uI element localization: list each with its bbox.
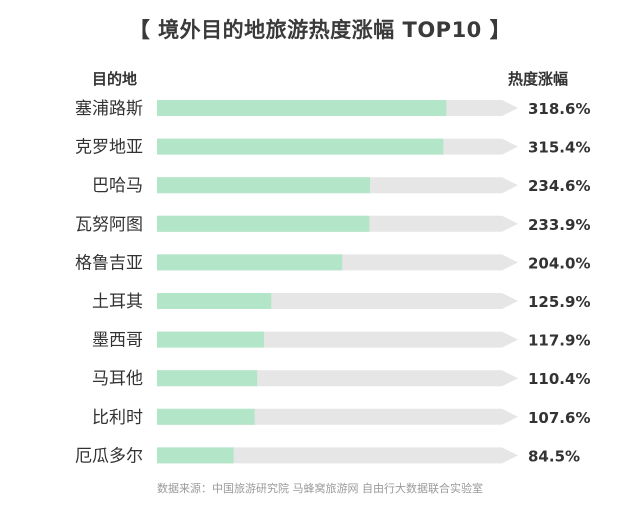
bar-7: [157, 370, 258, 387]
bar-2: [157, 177, 370, 194]
value-label: 318.6%: [528, 100, 590, 118]
bar-3: [157, 215, 370, 232]
value-label: 204.0%: [528, 254, 590, 272]
value-label: 107.6%: [528, 409, 590, 427]
category-label: 土耳其: [92, 292, 143, 312]
value-label: 234.6%: [528, 177, 590, 195]
value-label: 84.5%: [528, 447, 580, 465]
bar-8: [157, 408, 255, 425]
category-label: 塞浦路斯: [75, 99, 143, 119]
bar-0: [157, 100, 447, 116]
bar-6: [157, 331, 264, 348]
category-label: 巴哈马: [92, 176, 143, 196]
value-label: 233.9%: [528, 216, 590, 234]
category-label: 瓦努阿图: [75, 215, 143, 235]
category-label: 克罗地亚: [75, 138, 143, 158]
category-label: 马耳他: [92, 369, 143, 389]
bar-5: [157, 293, 272, 309]
bar-track: [157, 447, 518, 464]
category-label: 比利时: [92, 408, 143, 428]
category-label: 格鲁吉亚: [75, 253, 143, 273]
value-label: 315.4%: [528, 139, 590, 157]
category-label: 墨西哥: [92, 331, 143, 351]
data-source-note: 数据来源：中国旅游研究院 马蜂窝旅游网 自由行大数据联合实验室: [157, 482, 483, 495]
growth-column-header: 热度涨幅: [508, 70, 569, 88]
destination-column-header: 目的地: [92, 70, 138, 88]
value-label: 110.4%: [528, 370, 590, 388]
bar-1: [157, 138, 444, 155]
bar-4: [157, 254, 343, 271]
category-label: 厄瓜多尔: [75, 446, 143, 466]
chart-title: 【 境外目的地旅游热度涨幅 TOP10 】: [128, 18, 512, 42]
bar-9: [157, 447, 234, 464]
value-label: 125.9%: [528, 293, 590, 311]
value-label: 117.9%: [528, 332, 590, 350]
